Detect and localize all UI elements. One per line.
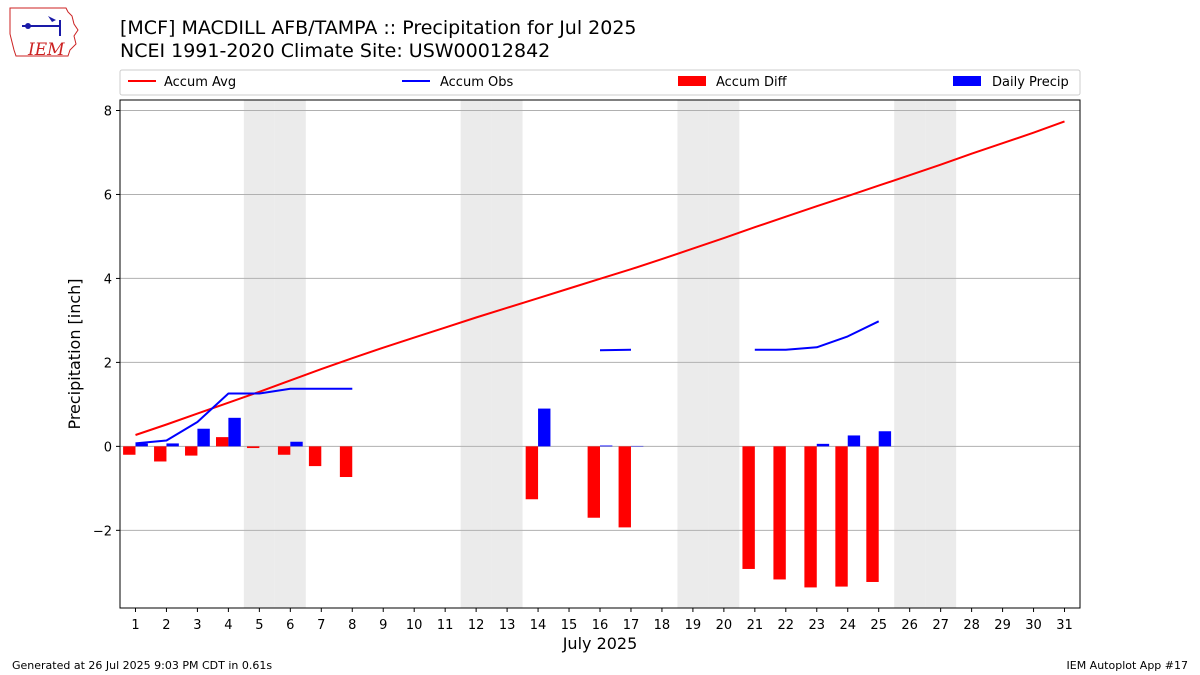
x-tick-label: 28 bbox=[963, 618, 980, 633]
daily-precip-bar bbox=[290, 441, 303, 447]
x-tick-label: 26 bbox=[901, 618, 918, 633]
legend-swatch bbox=[953, 76, 981, 86]
accum-diff-bar bbox=[866, 446, 879, 582]
iem-logo: IEM bbox=[8, 6, 80, 60]
x-tick-label: 9 bbox=[379, 618, 387, 633]
x-tick-label: 21 bbox=[747, 618, 764, 633]
y-tick-label: −2 bbox=[93, 524, 112, 539]
x-tick-label: 22 bbox=[778, 618, 795, 633]
weekend-band bbox=[243, 100, 275, 608]
x-tick-label: 20 bbox=[716, 618, 733, 633]
legend-box bbox=[119, 69, 1081, 96]
daily-precip-bar bbox=[878, 431, 892, 447]
y-tick-label: 6 bbox=[104, 188, 112, 203]
legend: Accum Avg Accum Obs Accum Diff Daily Precip bbox=[119, 69, 1081, 96]
accum-diff-bar bbox=[618, 446, 631, 528]
x-tick-label: 24 bbox=[839, 618, 856, 633]
x-tick-label: 11 bbox=[437, 618, 454, 633]
y-tick-label: 4 bbox=[104, 272, 112, 287]
accum-avg-line bbox=[135, 120, 1065, 436]
chart-subtitle: NCEI 1991-2020 Climate Site: USW00012842 bbox=[120, 40, 551, 62]
x-tick-label: 5 bbox=[255, 618, 263, 633]
accum-diff-bar bbox=[308, 446, 322, 467]
x-tick-label: 19 bbox=[685, 618, 702, 633]
x-tick-label: 8 bbox=[348, 618, 356, 633]
daily-precip-bar bbox=[600, 445, 613, 447]
accum-diff-bar bbox=[339, 446, 353, 478]
x-tick-label: 14 bbox=[530, 618, 547, 633]
x-tick-label: 15 bbox=[561, 618, 578, 633]
x-tick-label: 25 bbox=[870, 618, 887, 633]
accum-diff-bar bbox=[216, 437, 229, 447]
accum-diff-bar bbox=[123, 446, 136, 455]
y-tick-label: 2 bbox=[104, 356, 112, 371]
accum-diff-bar bbox=[185, 446, 198, 456]
x-tick-label: 3 bbox=[193, 618, 201, 633]
weekend-band bbox=[491, 100, 523, 608]
x-tick-label: 12 bbox=[468, 618, 485, 633]
weekend-shading bbox=[243, 100, 957, 608]
x-tick-label: 4 bbox=[224, 618, 232, 633]
y-tick-label: 8 bbox=[104, 104, 112, 119]
generated-timestamp: Generated at 26 Jul 2025 9:03 PM CDT in … bbox=[12, 659, 273, 672]
weekend-band bbox=[677, 100, 709, 608]
accum-diff-bar bbox=[835, 446, 848, 587]
x-tick-label: 17 bbox=[623, 618, 640, 633]
x-tick-label: 2 bbox=[162, 618, 170, 633]
x-tick-label: 13 bbox=[499, 618, 516, 633]
daily-precip-bar bbox=[228, 417, 241, 447]
daily-precip-bar bbox=[847, 435, 861, 447]
x-tick-label: 31 bbox=[1056, 618, 1073, 633]
legend-label: Accum Obs bbox=[440, 75, 513, 90]
accum-diff-bar bbox=[246, 446, 260, 449]
accum-obs-line bbox=[754, 320, 880, 351]
daily-precip-bar bbox=[135, 443, 148, 447]
legend-label: Accum Avg bbox=[164, 75, 236, 90]
app-credit: IEM Autoplot App #17 bbox=[1066, 659, 1189, 672]
accum-diff-bar bbox=[277, 446, 291, 455]
legend-swatch bbox=[678, 76, 706, 86]
y-axis-label: Precipitation [inch] bbox=[65, 278, 84, 429]
daily-precip-bar bbox=[816, 443, 830, 447]
x-tick-label: 30 bbox=[1025, 618, 1042, 633]
x-tick-label: 1 bbox=[131, 618, 139, 633]
x-tick-label: 6 bbox=[286, 618, 294, 633]
bars bbox=[123, 408, 892, 588]
x-tick-label: 29 bbox=[994, 618, 1011, 633]
weekend-band bbox=[925, 100, 957, 608]
daily-precip-bar bbox=[197, 428, 210, 447]
x-tick-label: 10 bbox=[406, 618, 423, 633]
accum-diff-bar bbox=[773, 446, 786, 580]
legend-label: Daily Precip bbox=[992, 75, 1069, 90]
x-tick-label: 23 bbox=[809, 618, 826, 633]
x-tick-label: 18 bbox=[654, 618, 671, 633]
x-axis-label: July 2025 bbox=[562, 634, 638, 653]
x-tick-label: 16 bbox=[592, 618, 609, 633]
iowa-state-map-logo-icon bbox=[9, 7, 79, 57]
x-tick-label: 27 bbox=[932, 618, 949, 633]
legend-label: Accum Diff bbox=[716, 75, 788, 90]
weekend-band bbox=[274, 100, 306, 608]
y-tick-label: 0 bbox=[104, 440, 112, 455]
weekend-band bbox=[708, 100, 740, 608]
accum-diff-bar bbox=[154, 446, 167, 462]
x-tick-label: 7 bbox=[317, 618, 325, 633]
accum-diff-bar bbox=[525, 446, 539, 500]
daily-precip-bar bbox=[166, 443, 179, 447]
accum-diff-bar bbox=[587, 446, 600, 518]
lines bbox=[135, 120, 1065, 445]
accum-diff-bar bbox=[804, 446, 817, 588]
chart-title: [MCF] MACDILL AFB/TAMPA :: Precipitation… bbox=[120, 17, 637, 39]
daily-precip-bar bbox=[538, 408, 551, 447]
accum-diff-bar bbox=[742, 446, 755, 569]
weekend-band bbox=[460, 100, 492, 608]
accum-obs-line bbox=[135, 387, 353, 445]
weekend-band bbox=[894, 100, 926, 608]
logo-text: IEM bbox=[28, 40, 65, 60]
